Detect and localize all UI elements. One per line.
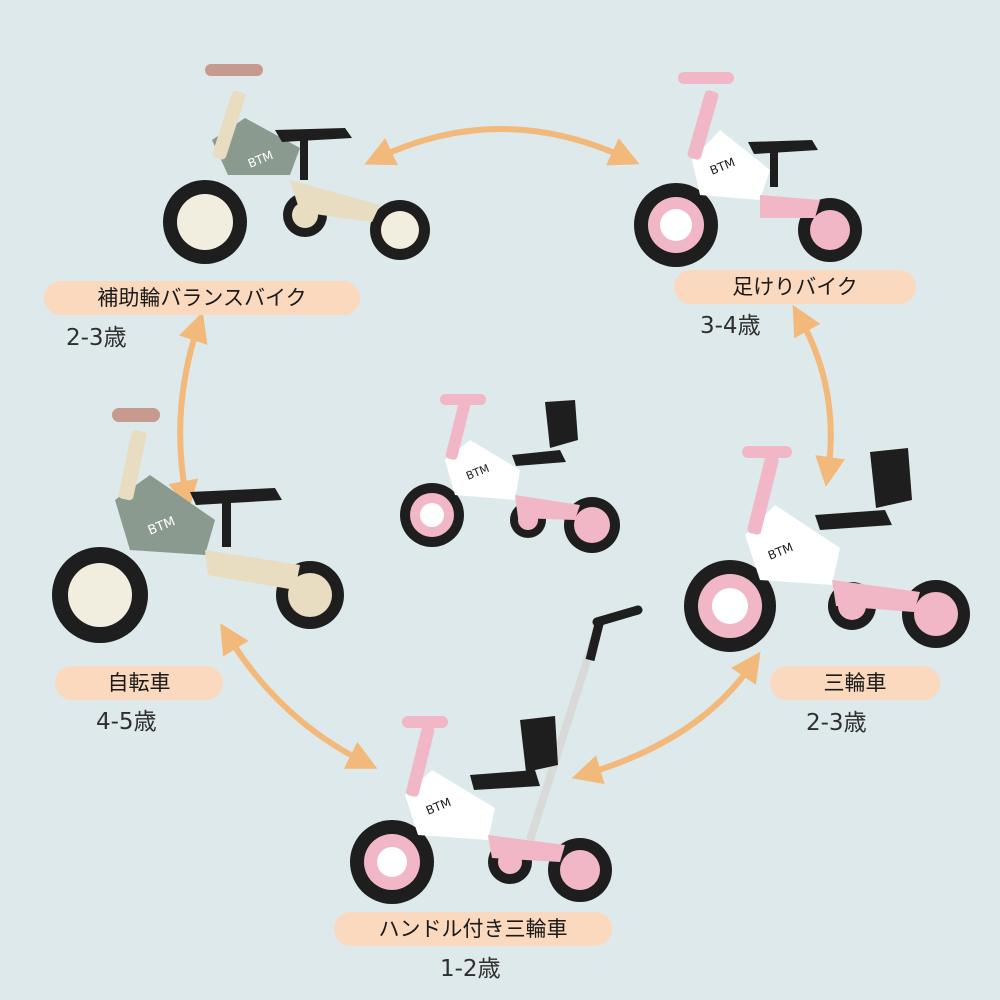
label-handle-tricycle: ハンドル付き三輪車	[334, 912, 612, 946]
arrow-bottom-right	[571, 651, 761, 785]
bike-assisted-balance: BTM	[163, 64, 430, 264]
bike-handle-tricycle: BTM	[350, 605, 643, 904]
age-tricycle: 2-3歳	[806, 710, 867, 736]
label-assisted-balance-bike: 補助輪バランスバイク	[44, 281, 360, 315]
arrow-top	[364, 126, 640, 166]
label-tricycle: 三輪車	[770, 666, 940, 700]
bike-kick: BTM	[634, 72, 862, 267]
age-bicycle: 4-5歳	[96, 709, 157, 735]
bike-tricycle: BTM	[684, 446, 970, 652]
arrow-left	[168, 311, 208, 511]
age-handle-tricycle: 1-2歳	[440, 956, 501, 982]
arrows	[168, 126, 846, 785]
label-kick-bike: 足けりバイク	[674, 270, 916, 304]
bike-center-tricycle: BTM	[400, 394, 620, 553]
label-bicycle: 自転車	[55, 666, 223, 700]
bike-bicycle: BTM	[52, 408, 344, 643]
arrow-right	[792, 304, 846, 487]
age-assisted-balance-bike: 2-3歳	[66, 325, 127, 351]
age-kick-bike: 3-4歳	[700, 313, 761, 339]
arrow-bottom-left	[220, 623, 378, 769]
